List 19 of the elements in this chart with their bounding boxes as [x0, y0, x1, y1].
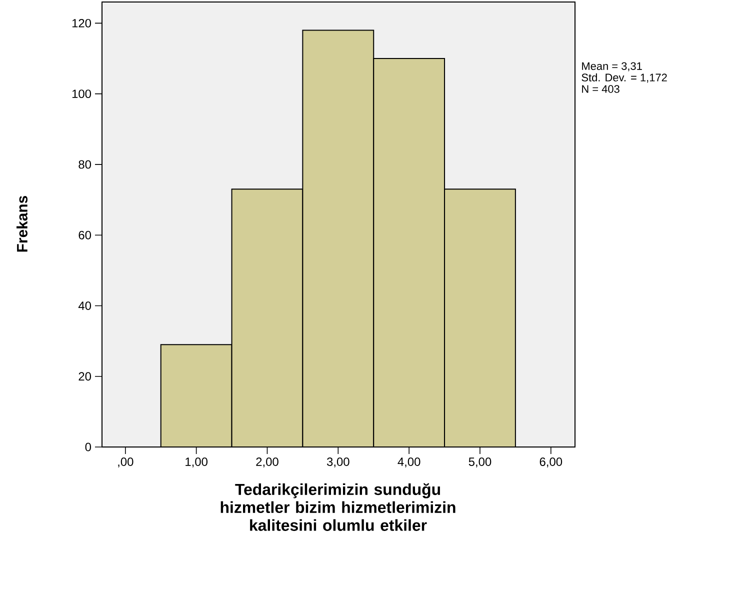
x-tick-label: 4,00: [398, 458, 420, 468]
x-tick-label: 6,00: [540, 458, 562, 468]
y-tick-label: 0: [85, 442, 92, 452]
y-tick-label: 100: [72, 90, 92, 98]
y-tick-label: 80: [78, 160, 92, 169]
y-tick-label: 20: [78, 372, 92, 381]
x-tick-label: 5,00: [468, 458, 492, 468]
x-tick-label: 3,00: [326, 458, 350, 468]
x-tick-label: 2,00: [256, 458, 278, 468]
text: Std. Dev. = 1,172: [582, 73, 667, 83]
x-axis-title: Tedarikçilerimizin sunduğu hizmetler bizim hizmetlerimizin kalitesini olumlu etkiler: [220, 483, 456, 531]
x-tick-label: 1,00: [186, 458, 208, 468]
text: Mean = 3,31: [582, 62, 642, 72]
y-axis-title: Frekans: [16, 196, 28, 252]
y-tick-label: 40: [78, 302, 92, 310]
x-tick-label: ,00: [118, 458, 134, 468]
text: N = 403: [582, 85, 620, 93]
y-tick-label: 120: [72, 18, 92, 28]
y-tick-label: 60: [78, 230, 92, 240]
